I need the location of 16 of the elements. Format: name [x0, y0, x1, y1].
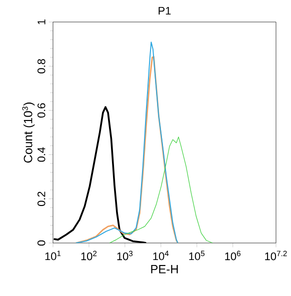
x-tick-label: 10$^{7.2}$	[265, 250, 287, 260]
x-tick-label: 10$^{1}$	[45, 250, 61, 260]
y-tick-label: 0.4	[37, 147, 46, 162]
x-axis-title: PE-H	[151, 265, 178, 274]
y-tick-label: 0.2	[37, 192, 46, 206]
x-tick-label: 10$^{2}$	[81, 250, 97, 260]
chart-title: P1	[158, 6, 171, 15]
y-tick-label: 1	[38, 19, 46, 24]
x-tick-label: 10$^{5}$	[189, 250, 205, 260]
y-axis-title: Count (10$^{3}$)	[22, 102, 35, 163]
x-tick-label: 10$^{3}$	[117, 250, 133, 260]
x-tick-label: 10$^{4}$	[153, 250, 169, 260]
y-tick-label: 0	[37, 240, 46, 246]
x-tick-label: 10$^{6}$	[225, 250, 240, 260]
y-tick-label: 0.6	[37, 103, 46, 118]
y-tick-label: 0.8	[37, 59, 46, 74]
